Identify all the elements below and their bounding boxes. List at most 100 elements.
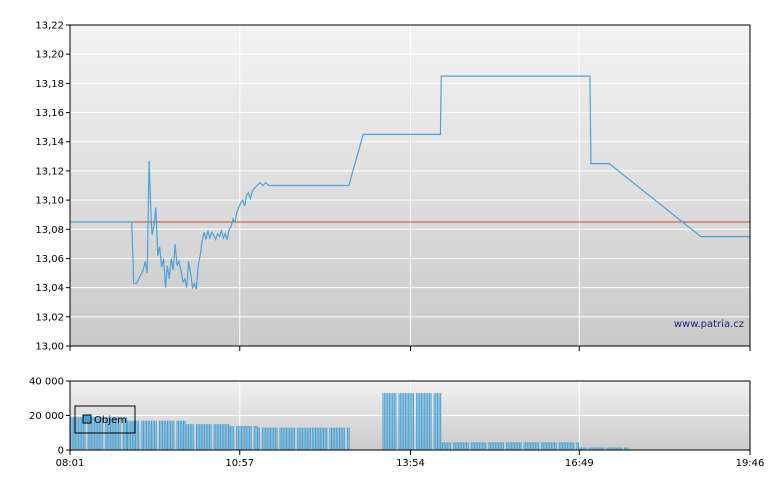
volume-bar — [507, 442, 509, 450]
volume-bar — [467, 442, 469, 450]
volume-bar — [228, 425, 230, 450]
watermark-text: www.patria.cz — [674, 319, 744, 330]
price-y-tick-label: 13,14 — [35, 137, 64, 148]
volume-bar — [146, 420, 148, 450]
volume-bar — [546, 442, 548, 450]
price-y-tick-label: 13,12 — [35, 166, 64, 177]
volume-bar — [555, 442, 557, 450]
price-x-axis-ticks — [69, 346, 751, 351]
volume-bar — [614, 447, 616, 450]
volume-bar — [293, 427, 295, 450]
volume-bar — [323, 427, 325, 450]
volume-bar — [305, 427, 307, 450]
volume-bar — [458, 442, 460, 450]
volume-bar — [517, 442, 519, 450]
volume-bar — [475, 442, 477, 450]
volume-bar — [419, 393, 421, 450]
volume-bar — [590, 447, 592, 450]
volume-bar — [271, 427, 273, 450]
volume-bar — [608, 447, 610, 450]
volume-bar — [71, 417, 73, 450]
x-tick-label: 16:49 — [565, 458, 594, 469]
volume-bar — [490, 442, 492, 450]
volume-bar — [576, 442, 578, 450]
volume-bar — [210, 424, 212, 450]
volume-bar — [131, 420, 133, 450]
volume-bar — [182, 420, 184, 450]
price-axis-frame — [69, 24, 751, 347]
volume-bar — [453, 442, 455, 450]
volume-bar — [558, 442, 560, 450]
volume-bar — [436, 393, 438, 450]
volume-bar — [515, 442, 517, 450]
volume-bar — [74, 417, 76, 450]
volume-bar — [92, 417, 94, 450]
volume-bar — [223, 424, 225, 450]
volume-bar — [485, 442, 487, 450]
volume-bar — [189, 424, 191, 450]
volume-bar — [273, 427, 275, 450]
volume-bar — [401, 393, 403, 450]
volume-bar — [400, 393, 402, 450]
volume-bar — [253, 425, 255, 450]
volume-bar — [128, 420, 130, 450]
volume-bar — [301, 427, 303, 450]
volume-bar — [525, 442, 527, 450]
volume-y-tick-label: 20 000 — [29, 411, 64, 422]
volume-y-tick-label: 0 — [58, 446, 64, 457]
price-series-line — [70, 75, 750, 290]
price-y-tick-label: 13,16 — [35, 108, 64, 119]
volume-bar — [196, 424, 198, 450]
volume-bar — [188, 424, 190, 450]
volume-bar — [79, 417, 81, 450]
volume-bar — [191, 424, 193, 450]
volume-bar — [316, 427, 318, 450]
volume-bar — [300, 427, 302, 450]
volume-bar — [611, 447, 613, 450]
volume-bar — [445, 442, 447, 450]
volume-bar — [221, 424, 223, 450]
volume-bar — [100, 417, 102, 450]
time-x-axis: 08:01 10:57 13:54 16:49 19:46 — [56, 450, 764, 469]
volume-bar — [496, 442, 498, 450]
volume-bar — [249, 425, 251, 450]
volume-bar — [382, 393, 384, 450]
volume-bar — [462, 442, 464, 450]
volume-bar — [627, 447, 629, 450]
volume-bar — [200, 424, 202, 450]
volume-bar — [385, 393, 387, 450]
volume-bar — [108, 417, 110, 450]
volume-bar — [114, 417, 116, 450]
volume-bar — [289, 427, 291, 450]
volume-bar — [446, 442, 448, 450]
volume-bar — [620, 447, 622, 450]
volume-bar — [579, 447, 581, 450]
volume-bar — [113, 417, 115, 450]
volume-bar — [518, 442, 520, 450]
volume-bar — [78, 417, 80, 450]
volume-bar — [98, 417, 100, 450]
volume-bar — [601, 447, 603, 450]
volume-bar — [136, 420, 138, 450]
volume-bar — [388, 393, 390, 450]
volume-bar — [461, 442, 463, 450]
volume-bar — [186, 424, 188, 450]
volume-bar — [170, 420, 172, 450]
volume-bar — [624, 447, 626, 450]
volume-bar — [268, 427, 270, 450]
volume-bar — [102, 417, 104, 450]
x-tick-label: 13:54 — [396, 458, 425, 469]
volume-bar — [568, 442, 570, 450]
volume-bar — [384, 393, 386, 450]
volume-bar — [297, 427, 299, 450]
volume-bar — [420, 393, 422, 450]
volume-bar — [284, 427, 286, 450]
volume-bar — [580, 447, 582, 450]
volume-bar — [501, 442, 503, 450]
volume-bar — [536, 442, 538, 450]
volume-bar — [531, 442, 533, 450]
volume-bar — [510, 442, 512, 450]
volume-bar — [276, 427, 278, 450]
volume-bar — [472, 442, 474, 450]
